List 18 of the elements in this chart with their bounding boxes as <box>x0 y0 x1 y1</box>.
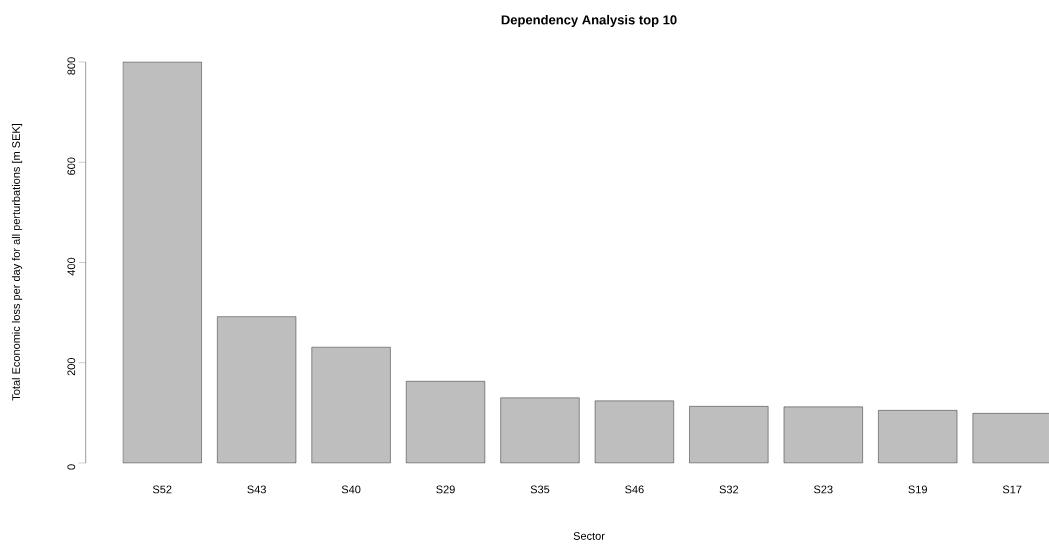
x-tick-label: S46 <box>625 485 644 494</box>
y-tick-label: 400 <box>67 257 76 276</box>
x-tick-label: S52 <box>152 485 172 494</box>
x-tick-label: S32 <box>719 485 739 494</box>
y-tick-label: 600 <box>67 157 76 175</box>
x-tick-label: S40 <box>341 485 361 494</box>
x-tick-label: S23 <box>814 485 833 494</box>
x-tick-label: S29 <box>436 485 455 494</box>
chart-title: Dependency Analysis top 10 <box>501 14 677 28</box>
x-tick-label: S35 <box>530 485 550 494</box>
x-tick-label: S19 <box>908 485 927 494</box>
x-tick-label: S17 <box>1002 485 1022 494</box>
y-axis-title: Total Economic loss per day for all perturbations [m SEK] <box>11 124 23 401</box>
x-tick-label: S43 <box>247 485 266 494</box>
y-tick-label: 800 <box>67 57 76 75</box>
y-tick-label: 200 <box>67 358 76 376</box>
x-axis-title: Sector <box>573 532 605 540</box>
y-tick-label: 0 <box>67 464 76 470</box>
